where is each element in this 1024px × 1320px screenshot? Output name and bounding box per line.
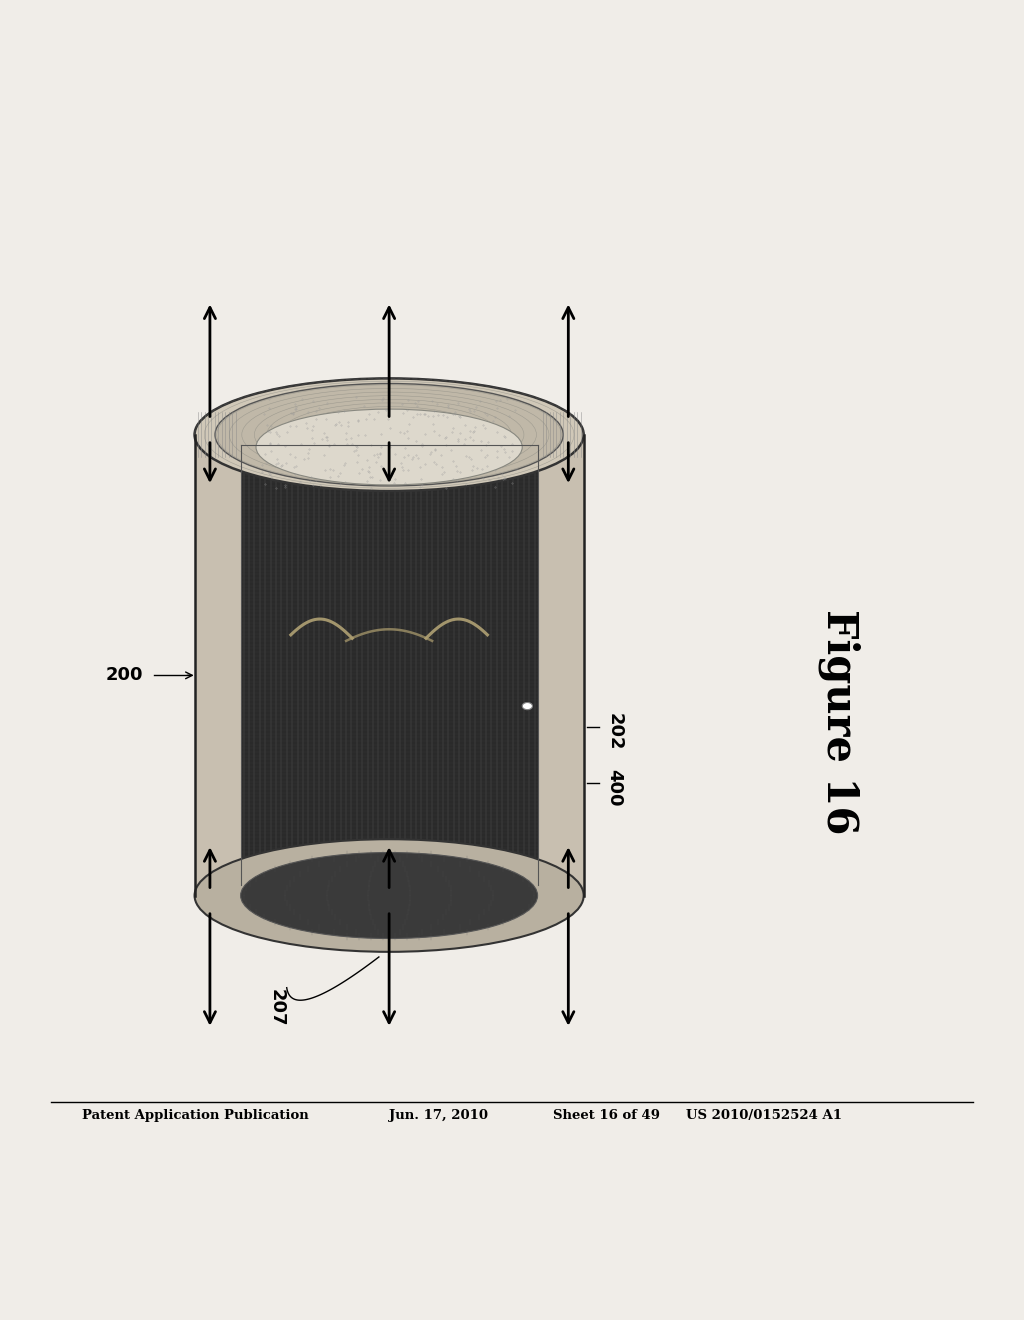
Text: 200: 200 bbox=[105, 667, 143, 684]
Text: Patent Application Publication: Patent Application Publication bbox=[82, 1109, 308, 1122]
Text: Sheet 16 of 49: Sheet 16 of 49 bbox=[553, 1109, 659, 1122]
Text: Jun. 17, 2010: Jun. 17, 2010 bbox=[389, 1109, 488, 1122]
Ellipse shape bbox=[241, 853, 538, 939]
Ellipse shape bbox=[522, 702, 532, 710]
Text: 207: 207 bbox=[267, 990, 286, 1027]
Text: US 2010/0152524 A1: US 2010/0152524 A1 bbox=[686, 1109, 842, 1122]
Text: 202: 202 bbox=[605, 713, 624, 751]
Text: Figure 16: Figure 16 bbox=[818, 609, 861, 834]
Ellipse shape bbox=[195, 379, 584, 491]
Ellipse shape bbox=[195, 840, 584, 952]
Text: 400: 400 bbox=[605, 770, 624, 807]
Polygon shape bbox=[241, 445, 538, 886]
Ellipse shape bbox=[256, 409, 522, 484]
Polygon shape bbox=[195, 434, 584, 895]
Ellipse shape bbox=[215, 384, 563, 486]
